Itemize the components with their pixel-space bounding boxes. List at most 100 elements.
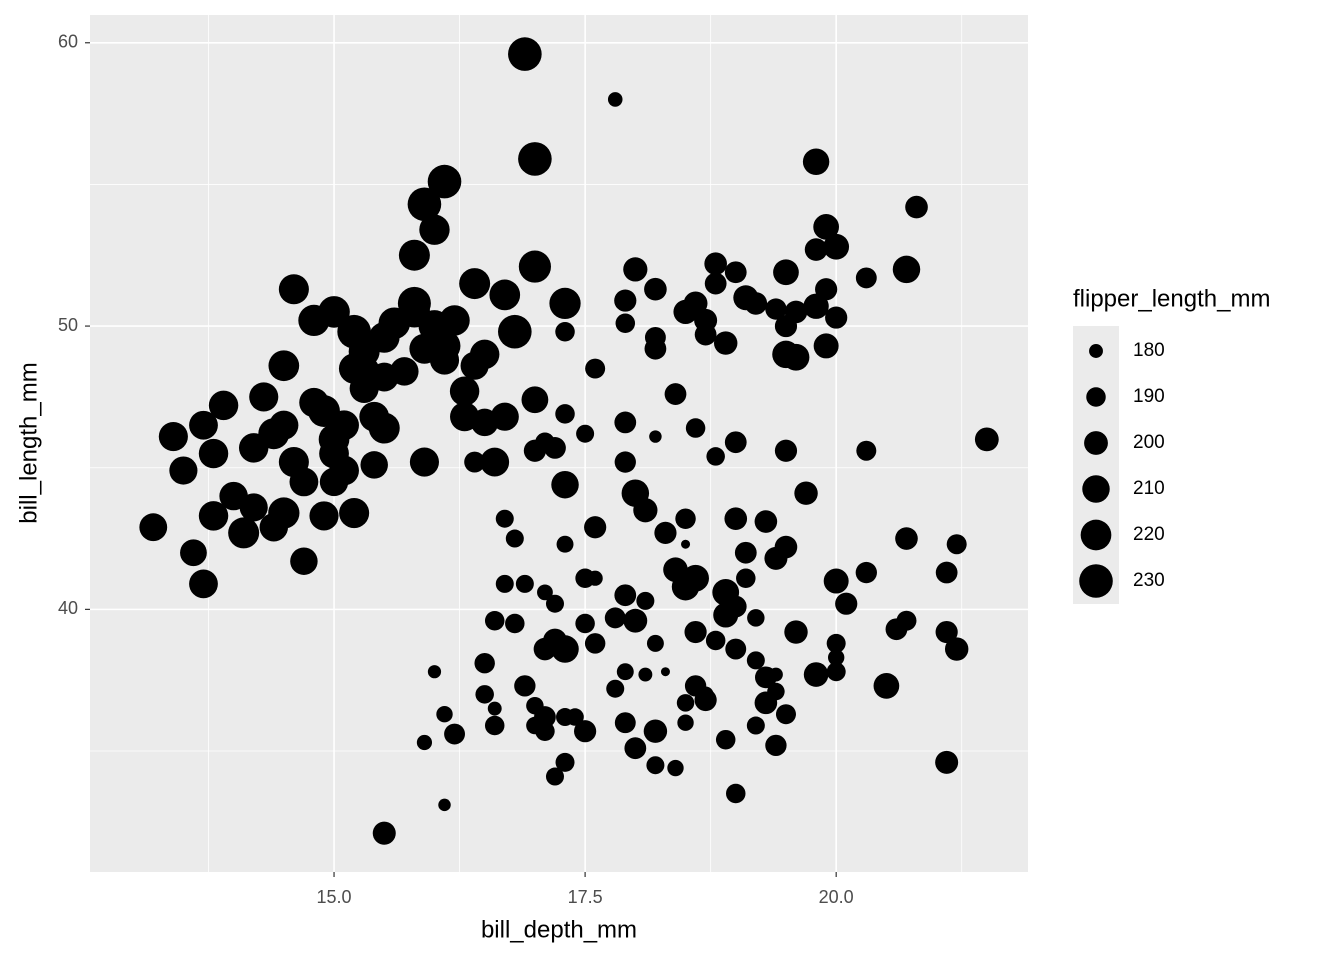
bubble [438, 798, 451, 812]
y-tick-label: 50 [58, 315, 78, 335]
bubble [427, 665, 442, 679]
bubble [724, 595, 747, 618]
bubble [935, 750, 959, 774]
bubble [746, 651, 765, 670]
bubble [545, 767, 564, 786]
bubble [677, 714, 694, 731]
legend-key [1084, 431, 1108, 455]
bubble [671, 572, 700, 601]
bubble [474, 652, 495, 674]
bubble [638, 667, 653, 682]
bubble [495, 574, 514, 593]
bubble [664, 383, 687, 405]
bubble [398, 239, 430, 271]
bubble [487, 701, 502, 716]
bubble [803, 293, 829, 319]
bubble [475, 685, 494, 704]
bubble [378, 307, 411, 340]
bubble [616, 663, 634, 681]
bubble [537, 584, 553, 601]
bubble [584, 633, 606, 654]
bubble [535, 721, 555, 741]
bubble [268, 350, 300, 382]
bubble [724, 431, 747, 454]
bubble [896, 610, 917, 631]
legend-key-bg [1073, 326, 1119, 604]
bubble [827, 649, 845, 666]
bubble [480, 447, 510, 477]
bubble [765, 734, 787, 757]
bubble [855, 561, 877, 584]
bubble [490, 402, 519, 431]
bubble [278, 274, 309, 305]
bubble [774, 439, 798, 462]
bubble [484, 610, 505, 631]
bubble [724, 261, 747, 284]
bubble [249, 382, 279, 412]
bubble [614, 712, 636, 734]
bubble [815, 278, 838, 301]
bubble [754, 510, 778, 533]
bubble [782, 343, 810, 371]
bubble [614, 584, 637, 607]
bubble [764, 546, 788, 570]
bubble [359, 401, 390, 432]
bubble [736, 568, 756, 588]
bubble [713, 331, 738, 355]
bubble [746, 716, 765, 735]
bubble [946, 534, 967, 555]
bubble [545, 594, 564, 613]
bubble [654, 521, 677, 544]
bubble [555, 404, 575, 424]
bubble [360, 451, 388, 479]
bubble [189, 569, 218, 599]
bubble [715, 729, 736, 750]
bubble [464, 451, 486, 473]
bubble [614, 289, 637, 312]
legend-label: 220 [1133, 524, 1165, 545]
bubble [139, 513, 168, 542]
bubble [726, 783, 746, 804]
legend-label: 190 [1133, 386, 1165, 407]
bubble [633, 498, 658, 523]
legend-key [1079, 564, 1113, 598]
bubble [825, 306, 848, 329]
legend-key [1080, 519, 1112, 551]
bubble [329, 455, 359, 486]
bubble [521, 386, 549, 414]
bubble [826, 633, 846, 653]
bubble [768, 667, 783, 682]
legend-title: flipper_length_mm [1073, 285, 1270, 312]
bubble [239, 493, 268, 522]
bubble [484, 715, 505, 736]
bubble [574, 720, 597, 743]
bubble [646, 756, 665, 775]
bubble [444, 723, 466, 745]
bubble [309, 501, 339, 531]
bubble [794, 481, 818, 505]
legend-label: 210 [1133, 478, 1165, 499]
bubble [734, 541, 757, 564]
bubble [556, 535, 574, 553]
bubble [694, 323, 717, 346]
bubble [198, 438, 229, 469]
bubble [705, 630, 726, 651]
bubble [585, 358, 606, 379]
bubble [189, 410, 218, 440]
legend-key [1082, 475, 1110, 503]
bubble [643, 719, 668, 743]
bubble [409, 447, 439, 477]
bubble [575, 613, 595, 634]
bubble [419, 214, 450, 245]
bubble [508, 37, 542, 71]
bubble [505, 529, 524, 548]
bubble [549, 287, 581, 320]
legend-key [1089, 344, 1103, 358]
bubble [469, 339, 500, 370]
bubble [372, 821, 396, 845]
bubble [644, 337, 667, 360]
bubble [935, 620, 958, 644]
bubble [555, 752, 575, 772]
bubble [198, 501, 229, 531]
